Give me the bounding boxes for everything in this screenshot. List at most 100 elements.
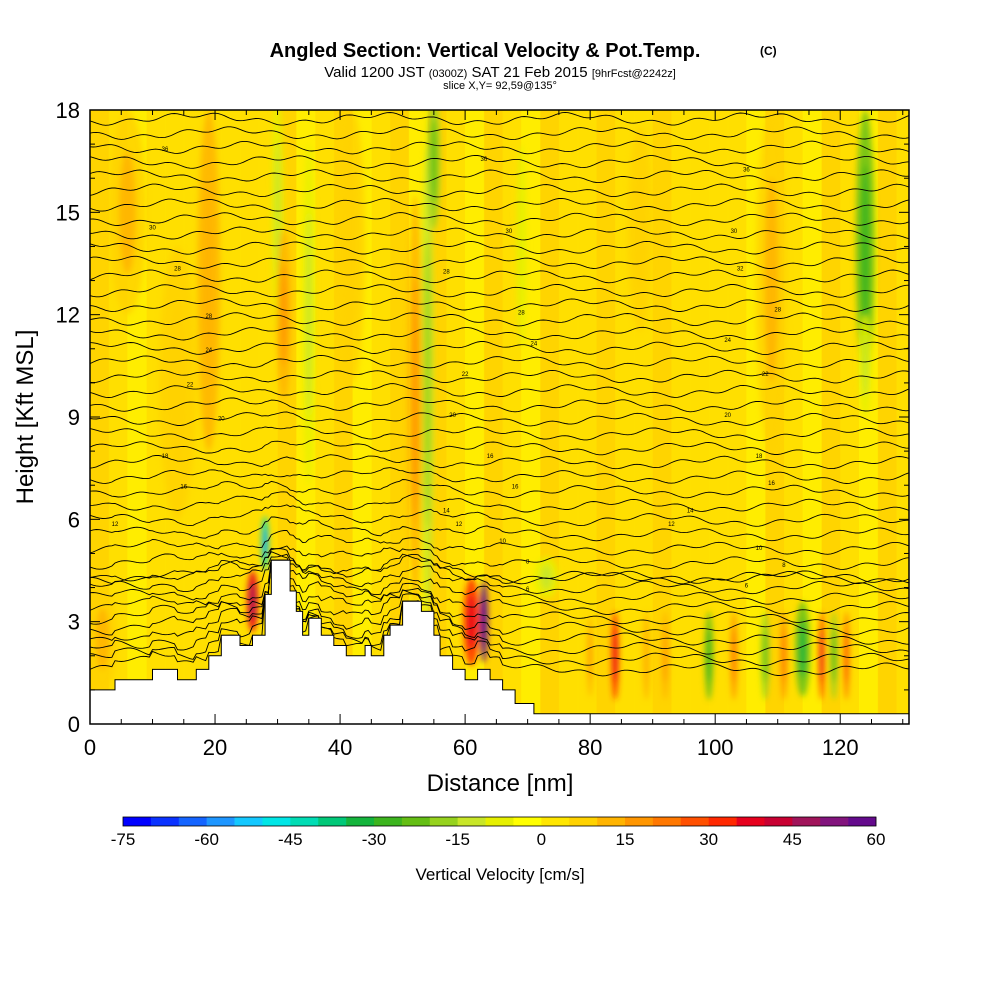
x-axis: 0 20 40 60 80 100 120 (84, 110, 904, 760)
colorbar-swatch (708, 817, 737, 826)
isentrope-line (90, 140, 909, 155)
y-tick-label: 18 (56, 98, 80, 123)
isentrope-line (90, 411, 909, 427)
colorbar-swatch (234, 817, 263, 826)
colorbar-tick-label: -75 (111, 830, 136, 849)
background-band (652, 110, 672, 724)
isentrope-label: 36 (481, 157, 488, 163)
isentrope-label: 28 (205, 314, 212, 320)
x-tick-label: 100 (697, 735, 734, 760)
isentrope-label: 24 (205, 348, 212, 354)
isentrope-line (90, 479, 909, 499)
velocity-cell-core (862, 335, 869, 397)
isentrope-label: 24 (531, 341, 538, 347)
colorbar-tick-label: 60 (867, 830, 886, 849)
isentrope-line (90, 369, 909, 384)
isentrope-line (90, 397, 909, 413)
isentrope-label: 14 (443, 509, 450, 515)
colorbar-swatch (123, 817, 152, 826)
isentrope-line (90, 126, 909, 141)
colorbar-swatch (457, 817, 486, 826)
isentrope-line (90, 454, 909, 470)
velocity-cell-core (424, 239, 431, 527)
chart-title-mark: (C) (760, 44, 777, 58)
y-tick-label: 0 (68, 712, 80, 737)
colorbar-tick-label: -15 (445, 830, 470, 849)
background-band (727, 110, 747, 724)
colorbar-swatch (318, 817, 347, 826)
isentrope-label: 30 (149, 225, 156, 231)
isentrope-line (90, 340, 909, 356)
isentrope-label: 18 (162, 454, 169, 460)
colorbar-swatch (429, 817, 458, 826)
isentrope-label: 6 (526, 587, 530, 593)
isentrope-line (90, 545, 909, 570)
slice-label: slice X,Y= 92,59@135° (443, 80, 557, 92)
colorbar-swatch (736, 817, 765, 826)
velocity-cell-core (845, 629, 848, 683)
isentrope-line (90, 169, 909, 184)
isentrope-label: 12 (456, 522, 463, 528)
x-tick-label: 60 (453, 735, 477, 760)
colorbar-swatch (401, 817, 431, 826)
isentrope-label: 16 (180, 485, 187, 491)
isentrope-label: 28 (443, 270, 450, 276)
background-band (840, 110, 860, 724)
colorbar: -75 -60 -45 -30 -15 0 15 30 45 60 (111, 816, 886, 849)
isentrope-label: 18 (756, 454, 763, 460)
isentrope-line (90, 111, 909, 126)
x-tick-label: 40 (328, 735, 352, 760)
isentrope-line (90, 255, 909, 269)
isentrope-line (90, 559, 909, 646)
isentrope-label: 20 (724, 413, 731, 419)
isentrope-line (90, 504, 909, 527)
velocity-cell-core (467, 595, 476, 649)
colorbar-swatch (820, 817, 849, 826)
isentrope-line (90, 559, 909, 656)
isentrope-line (90, 491, 909, 513)
velocity-cell-core (782, 629, 786, 683)
colorbar-swatch (625, 817, 654, 826)
isentrope-labels: 36 36 36 30 30 30 32 28 28 28 28 28 24 24 24 22 22 22 20 20… (112, 147, 787, 593)
y-tick-label: 12 (56, 303, 80, 328)
velocity-cell-core (169, 301, 186, 465)
colorbar-tick-label: -30 (362, 830, 387, 849)
isentrope-label: 16 (768, 481, 775, 487)
background-band (240, 110, 260, 724)
isentrope-line (90, 439, 909, 456)
colorbar-swatch (848, 817, 877, 826)
velocity-cell-core (663, 629, 667, 683)
colorbar-swatch (374, 817, 403, 826)
colorbar-swatch (652, 817, 682, 826)
velocity-cell-core (519, 185, 524, 308)
chart-subtitle: Valid 1200 JST (0300Z) SAT 21 Feb 2015 [… (324, 64, 676, 81)
isentrope-label: 20 (449, 413, 456, 419)
velocity-cell-core (732, 629, 736, 683)
isentrope-line (90, 283, 909, 298)
isentrope-label: 36 (743, 167, 750, 173)
isentrope-label: 20 (218, 416, 225, 422)
velocity-cell-core (274, 140, 281, 284)
background-band (690, 110, 710, 724)
isentrope-label: 36 (162, 147, 169, 153)
isentrope-line (90, 269, 909, 284)
isentrope-line (90, 226, 909, 241)
velocity-cell-core (588, 631, 592, 681)
subtitle-fcst: [9hrFcst@2242z] (592, 68, 676, 80)
isentrope-label: 8 (526, 560, 530, 566)
velocity-cell-core (263, 526, 267, 560)
background-band (821, 110, 841, 724)
colorbar-label: Vertical Velocity [cm/s] (415, 865, 584, 884)
isentrope-label: 22 (187, 382, 194, 388)
background-band (446, 110, 466, 724)
colorbar-swatch (290, 817, 319, 826)
isentrope-line (90, 354, 909, 370)
isentrope-line (90, 183, 909, 198)
colorbar-frame (122, 816, 877, 827)
velocity-cell-core (540, 565, 553, 590)
isentrope-line (90, 326, 909, 341)
isentrope-line (90, 212, 909, 227)
background-band (877, 110, 897, 724)
colorbar-swatch (513, 817, 542, 826)
